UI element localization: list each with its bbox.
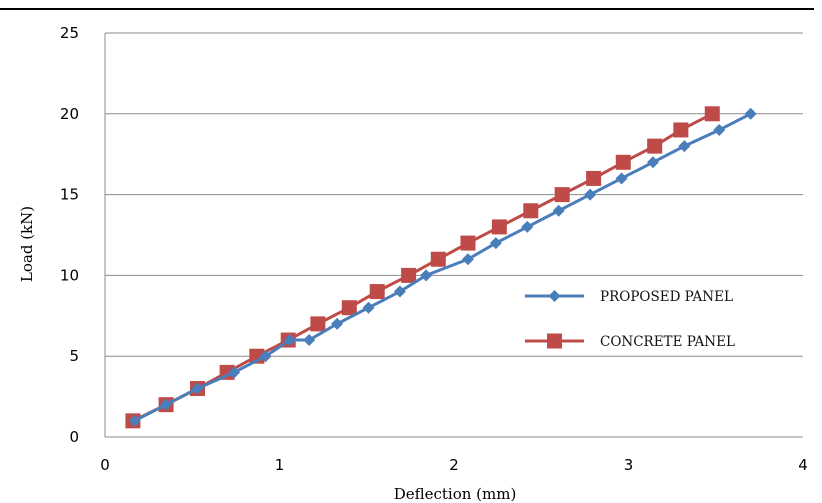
- data-point: [489, 237, 502, 250]
- y-tick-label: 0: [69, 428, 79, 446]
- data-point: [191, 382, 204, 395]
- data-point: [491, 219, 507, 235]
- data-point: [678, 140, 691, 153]
- data-point: [393, 285, 406, 298]
- legend-marker: [547, 333, 562, 349]
- y-axis-ticks: 0 5 10 15 20 25: [60, 24, 79, 446]
- x-tick-label: 2: [449, 456, 459, 474]
- data-point: [744, 107, 757, 120]
- y-axis-title: Load (kN): [18, 206, 36, 282]
- data-point: [430, 251, 446, 267]
- data-point: [310, 316, 326, 332]
- y-tick-label: 20: [60, 105, 79, 123]
- data-point: [554, 187, 570, 203]
- data-point: [523, 203, 539, 219]
- data-point: [228, 366, 241, 379]
- data-point: [552, 204, 565, 217]
- grid-lines: [105, 32, 803, 357]
- data-point: [283, 334, 296, 347]
- x-tick-label: 3: [624, 456, 634, 474]
- data-point: [160, 398, 173, 411]
- data-point: [420, 269, 433, 282]
- x-axis-title: Deflection (mm): [394, 485, 517, 503]
- data-point: [615, 154, 631, 170]
- data-point: [586, 170, 602, 186]
- legend-label: CONCRETE PANEL: [600, 334, 735, 350]
- data-point: [259, 350, 272, 363]
- data-point: [128, 414, 141, 427]
- data-point: [615, 172, 628, 185]
- data-point: [362, 301, 375, 314]
- data-point: [461, 253, 474, 266]
- y-tick-label: 10: [60, 266, 79, 284]
- legend-item: CONCRETE PANEL: [525, 333, 735, 350]
- y-tick-label: 25: [60, 24, 79, 42]
- series-layer: [125, 106, 757, 429]
- x-tick-label: 1: [275, 456, 285, 474]
- data-point: [303, 334, 316, 347]
- y-tick-label: 5: [69, 347, 79, 365]
- data-point: [704, 106, 720, 122]
- data-point: [646, 156, 659, 169]
- series-proposed-panel: [128, 107, 757, 427]
- legend: PROPOSED PANEL CONCRETE PANEL: [525, 289, 735, 350]
- data-point: [460, 235, 476, 251]
- top-rule: [0, 8, 814, 10]
- x-tick-label: 4: [798, 456, 808, 474]
- data-point: [341, 300, 357, 316]
- legend-item: PROPOSED PANEL: [525, 289, 733, 305]
- data-point: [521, 220, 534, 233]
- data-point: [369, 284, 385, 300]
- data-point: [713, 123, 726, 136]
- data-point: [401, 267, 417, 283]
- x-tick-label: 0: [100, 456, 110, 474]
- y-tick-label: 15: [60, 186, 79, 204]
- series-line: [133, 112, 752, 423]
- data-point: [331, 317, 344, 330]
- data-point: [647, 138, 663, 154]
- legend-label: PROPOSED PANEL: [600, 289, 733, 305]
- legend-marker: [548, 290, 561, 302]
- data-point: [584, 188, 597, 201]
- x-axis-ticks: 0 1 2 3 4: [100, 456, 808, 474]
- data-point: [673, 122, 689, 138]
